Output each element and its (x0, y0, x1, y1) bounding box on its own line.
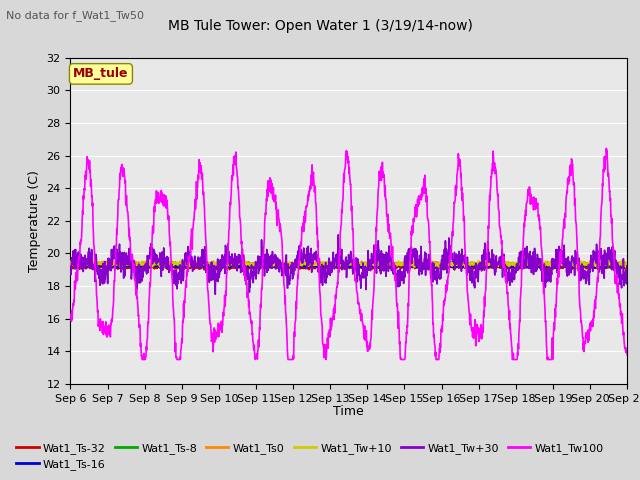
Y-axis label: Temperature (C): Temperature (C) (28, 170, 41, 272)
Text: No data for f_Wat1_Tw50: No data for f_Wat1_Tw50 (6, 10, 145, 21)
Text: MB_tule: MB_tule (73, 67, 129, 80)
Text: MB Tule Tower: Open Water 1 (3/19/14-now): MB Tule Tower: Open Water 1 (3/19/14-now… (168, 19, 472, 33)
X-axis label: Time: Time (333, 405, 364, 418)
Legend: Wat1_Ts-32, Wat1_Ts-16, Wat1_Ts-8, Wat1_Ts0, Wat1_Tw+10, Wat1_Tw+30, Wat1_Tw100: Wat1_Ts-32, Wat1_Ts-16, Wat1_Ts-8, Wat1_… (12, 438, 608, 474)
